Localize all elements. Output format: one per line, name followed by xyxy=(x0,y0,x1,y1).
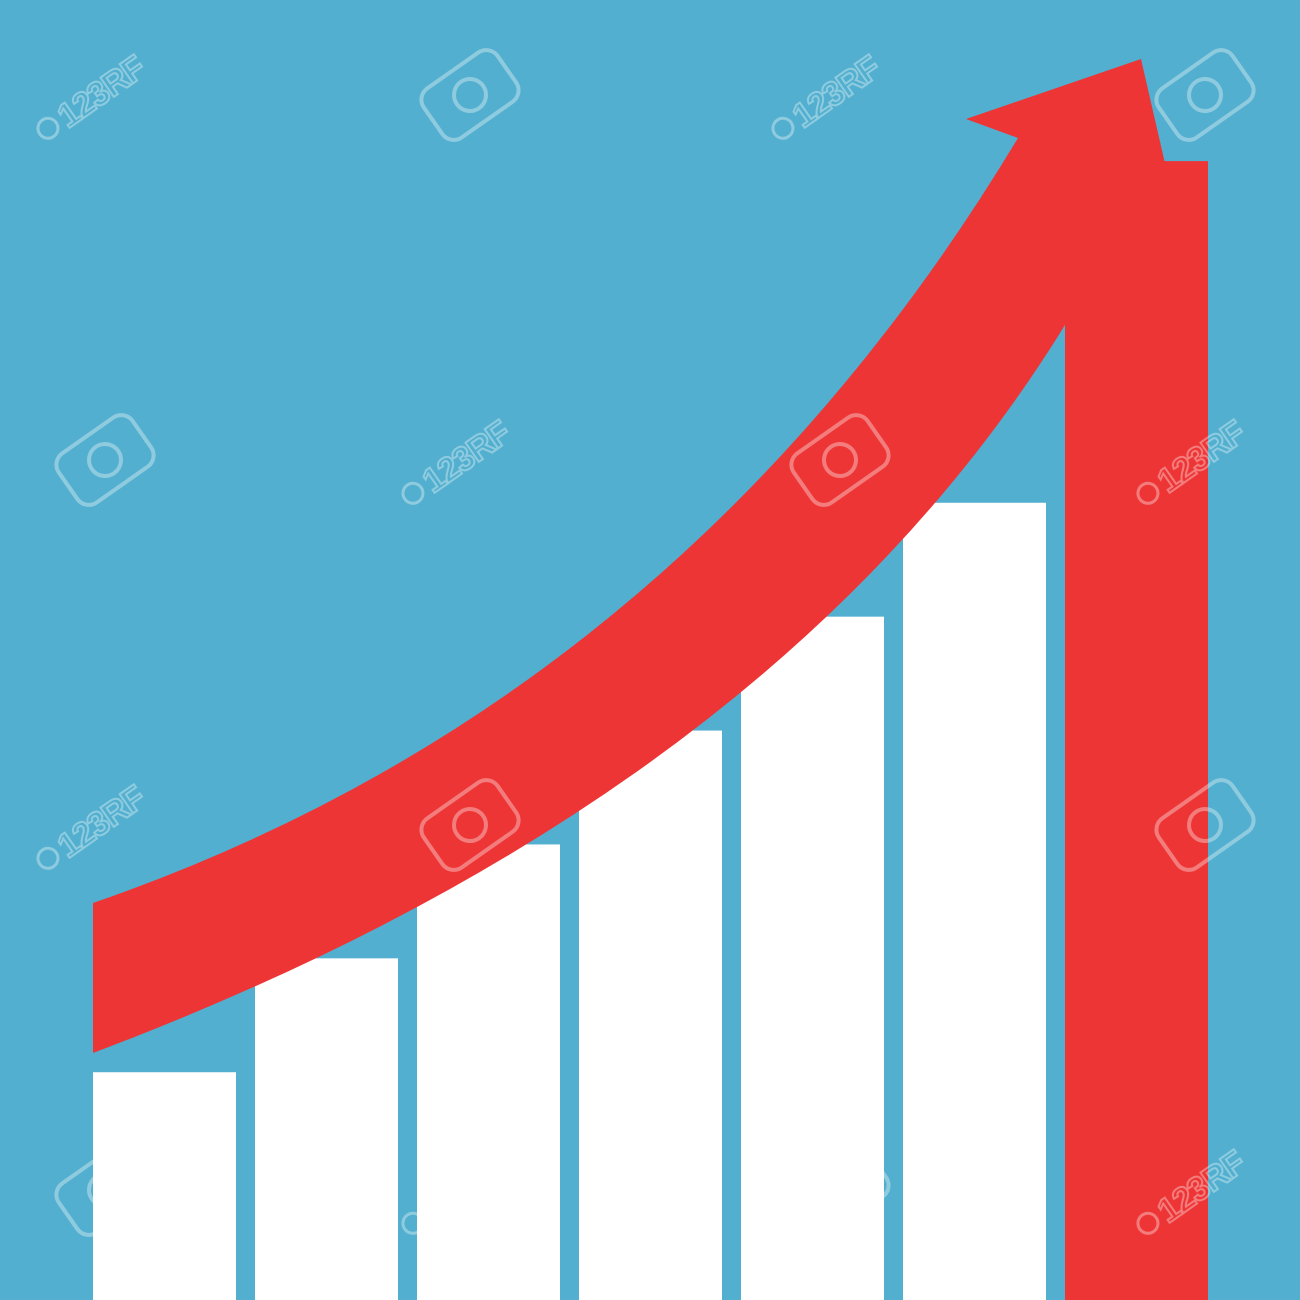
watermark-camera-icon xyxy=(54,413,156,507)
bar-6 xyxy=(903,502,1046,1300)
watermark-camera-icon xyxy=(401,481,425,505)
watermark-camera-icon xyxy=(1154,778,1256,872)
bar-2 xyxy=(255,958,398,1300)
watermark-camera-icon xyxy=(36,116,60,140)
watermark-camera-icon xyxy=(1136,481,1160,505)
watermark-camera-icon xyxy=(36,846,60,870)
watermark-camera-icon xyxy=(1136,1211,1160,1235)
trend-arrow-icon xyxy=(93,59,1181,1053)
watermark-camera-icon xyxy=(401,1211,425,1235)
watermark-camera-icon xyxy=(1154,48,1256,142)
watermark-camera-icon xyxy=(789,413,891,507)
watermark-camera-icon xyxy=(789,1143,891,1237)
watermark-camera-icon xyxy=(419,778,521,872)
bars-group xyxy=(93,161,1208,1300)
watermark-camera-icon xyxy=(419,48,521,142)
bar-5 xyxy=(741,616,884,1300)
bar-7 xyxy=(1065,161,1208,1300)
bar-1 xyxy=(93,1072,236,1300)
bar-3 xyxy=(417,844,560,1300)
watermark-camera-icon xyxy=(771,116,795,140)
watermark-camera-icon xyxy=(771,846,795,870)
watermark-camera-icon xyxy=(54,1143,156,1237)
bar-4 xyxy=(579,730,722,1300)
